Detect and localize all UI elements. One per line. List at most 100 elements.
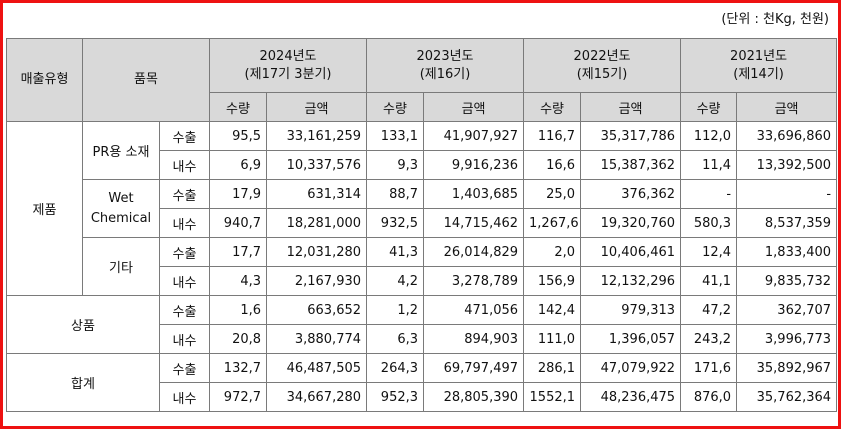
qty-cell: 16,6 (523, 150, 582, 180)
qty-cell: 2,0 (523, 237, 582, 267)
amount-cell: 46,487,505 (266, 353, 368, 383)
amount-cell: 12,031,280 (266, 237, 368, 267)
table-row: 내수 4,3 2,167,930 4,2 3,278,789 156,9 12,… (7, 266, 838, 296)
amount-cell: 18,281,000 (266, 208, 368, 238)
amount-cell: 35,762,364 (736, 382, 838, 412)
qty-cell: 1552,1 (523, 382, 582, 412)
header-amount: 금액 (423, 92, 525, 122)
header-period-2023: 2023년도 (제16기) (366, 38, 525, 93)
header-item: 품목 (81, 38, 211, 122)
qty-cell: 1,6 (209, 295, 268, 325)
qty-cell: 17,9 (209, 179, 268, 209)
table-row: 합계 수출 132,7 46,487,505 264,3 69,797,497 … (6, 353, 838, 412)
amount-cell: 10,406,461 (580, 237, 682, 267)
sales-kind-label: 내수 (158, 266, 211, 296)
qty-cell: 4,2 (366, 266, 425, 296)
qty-cell: 156,9 (523, 266, 582, 296)
amount-cell: 663,652 (266, 295, 368, 325)
amount-cell: 979,313 (580, 295, 682, 325)
qty-cell: 580,3 (680, 208, 738, 238)
item-label-wet-chemical: Wet Chemical (82, 179, 160, 238)
table-row: 내수 940,7 18,281,000 932,5 14,715,462 1,2… (7, 208, 838, 238)
amount-cell: 376,362 (580, 179, 682, 209)
qty-cell: 12,4 (680, 237, 738, 267)
sales-kind-label: 내수 (158, 324, 211, 354)
item-label-other: 기타 (82, 237, 160, 296)
sales-kind-label: 내수 (158, 150, 211, 180)
table-row: 내수 972,7 34,667,280 952,3 28,805,390 155… (7, 382, 838, 412)
qty-cell: 286,1 (523, 353, 582, 383)
qty-cell: 111,0 (523, 324, 582, 354)
qty-cell: 47,2 (680, 295, 738, 325)
amount-cell: - (736, 179, 838, 209)
qty-cell: 6,9 (209, 150, 268, 180)
group-label-product: 제품 (6, 121, 83, 296)
qty-cell: 41,1 (680, 266, 738, 296)
qty-cell: 17,7 (209, 237, 268, 267)
qty-cell: 116,7 (523, 121, 582, 151)
amount-cell: 10,337,576 (266, 150, 368, 180)
header-sales-type: 매출유형 (6, 38, 83, 122)
group-label-total: 합계 (6, 353, 160, 412)
qty-cell: 20,8 (209, 324, 268, 354)
amount-cell: 14,715,462 (423, 208, 525, 238)
qty-cell: 133,1 (366, 121, 425, 151)
qty-cell: 9,3 (366, 150, 425, 180)
sales-kind-label: 수출 (158, 179, 211, 209)
amount-cell: 19,320,760 (580, 208, 682, 238)
amount-cell: 34,667,280 (266, 382, 368, 412)
qty-cell: 243,2 (680, 324, 738, 354)
amount-cell: 69,797,497 (423, 353, 525, 383)
qty-cell: 41,3 (366, 237, 425, 267)
group-label-goods: 상품 (6, 295, 160, 354)
amount-cell: 33,696,860 (736, 121, 838, 151)
qty-cell: 171,6 (680, 353, 738, 383)
qty-cell: 112,0 (680, 121, 738, 151)
amount-cell: 3,996,773 (736, 324, 838, 354)
header-period-2024: 2024년도 (제17기 3분기) (209, 38, 368, 93)
amount-cell: 9,916,236 (423, 150, 525, 180)
amount-cell: 1,833,400 (736, 237, 838, 267)
amount-cell: 28,805,390 (423, 382, 525, 412)
amount-cell: 48,236,475 (580, 382, 682, 412)
sales-kind-label: 내수 (158, 382, 211, 412)
amount-cell: 35,892,967 (736, 353, 838, 383)
qty-cell: 132,7 (209, 353, 268, 383)
amount-cell: 471,056 (423, 295, 525, 325)
table-row: 기타 수출 17,7 12,031,280 41,3 26,014,829 2,… (7, 237, 838, 296)
header-amount: 금액 (266, 92, 368, 122)
header-amount: 금액 (736, 92, 838, 122)
amount-cell: 9,835,732 (736, 266, 838, 296)
qty-cell: 88,7 (366, 179, 425, 209)
header-qty: 수량 (366, 92, 425, 122)
table-row: 내수 20,8 3,880,774 6,3 894,903 111,0 1,39… (7, 324, 838, 354)
header-period-2021: 2021년도 (제14기) (680, 38, 838, 93)
amount-cell: 1,396,057 (580, 324, 682, 354)
qty-cell: 6,3 (366, 324, 425, 354)
amount-cell: 35,317,786 (580, 121, 682, 151)
qty-cell: 952,3 (366, 382, 425, 412)
amount-cell: 2,167,930 (266, 266, 368, 296)
amount-cell: 631,314 (266, 179, 368, 209)
header-period-2022: 2022년도 (제15기) (523, 38, 682, 93)
amount-cell: 12,132,296 (580, 266, 682, 296)
qty-cell: 264,3 (366, 353, 425, 383)
qty-cell: 25,0 (523, 179, 582, 209)
qty-cell: 1,2 (366, 295, 425, 325)
amount-cell: 3,278,789 (423, 266, 525, 296)
qty-cell: 4,3 (209, 266, 268, 296)
qty-cell: 972,7 (209, 382, 268, 412)
amount-cell: 13,392,500 (736, 150, 838, 180)
sales-kind-label: 수출 (158, 121, 211, 151)
sales-kind-label: 내수 (158, 208, 211, 238)
qty-cell: 1,267,6 (523, 208, 582, 238)
qty-cell: 940,7 (209, 208, 268, 238)
header-amount: 금액 (580, 92, 682, 122)
table-row: Wet Chemical 수출 17,9 631,314 88,7 1,403,6… (7, 179, 838, 238)
amount-cell: 362,707 (736, 295, 838, 325)
header-qty: 수량 (209, 92, 268, 122)
sales-kind-label: 수출 (158, 295, 211, 325)
qty-cell: 932,5 (366, 208, 425, 238)
sales-kind-label: 수출 (158, 353, 211, 383)
qty-cell: - (680, 179, 738, 209)
